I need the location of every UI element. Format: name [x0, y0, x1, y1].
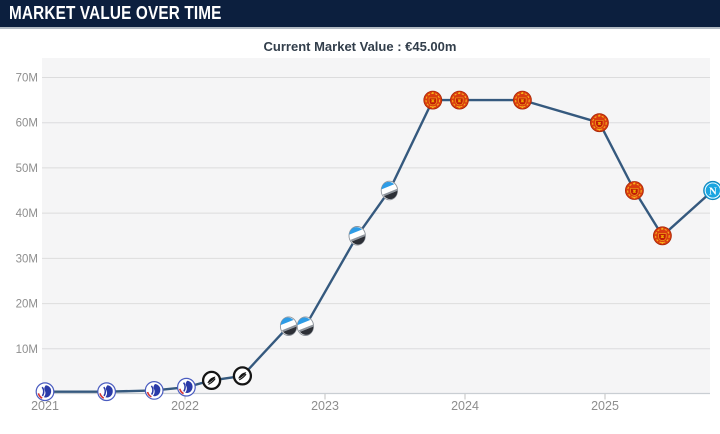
widget-header: MARKET VALUE OVER TIME: [0, 0, 720, 29]
fc-copenhagen-crest-icon[interactable]: [97, 382, 116, 402]
fc-copenhagen-crest-icon[interactable]: [35, 382, 55, 402]
man-united-crest-icon[interactable]: [513, 90, 532, 110]
man-united-crest-icon[interactable]: [625, 181, 644, 200]
widget-title: MARKET VALUE OVER TIME: [9, 3, 222, 23]
man-united-crest-icon[interactable]: [423, 90, 443, 110]
sturm-graz-crest-icon[interactable]: [201, 370, 222, 391]
fc-copenhagen-crest-icon[interactable]: [144, 380, 164, 400]
man-united-crest-icon[interactable]: [590, 113, 609, 133]
y-axis-label: 60M: [16, 118, 38, 130]
current-market-value-text: Current Market Value : €45.00m: [263, 39, 457, 54]
x-axis-label: 2021: [31, 399, 59, 413]
y-axis-label: 30M: [16, 253, 38, 265]
current-market-value-caption: Current Market Value : €45.00m: [0, 39, 720, 54]
x-axis-label: 2024: [451, 399, 479, 413]
plot-area: [42, 58, 710, 394]
y-axis-label: 70M: [16, 73, 38, 85]
y-axis-label: 40M: [16, 208, 38, 220]
fc-copenhagen-crest-icon[interactable]: [176, 377, 196, 397]
y-axis-label: 10M: [16, 344, 38, 356]
y-axis-label: 20M: [16, 299, 38, 311]
x-axis-label: 2022: [171, 399, 199, 413]
x-axis-label: 2025: [591, 399, 619, 413]
man-united-crest-icon[interactable]: [653, 226, 672, 246]
sturm-graz-crest-icon[interactable]: [232, 366, 253, 386]
atalanta-crest-icon[interactable]: [342, 221, 373, 252]
napoli-crest-icon[interactable]: N: [703, 180, 720, 201]
y-axis-label: 50M: [16, 163, 38, 175]
svg-text:N: N: [709, 185, 717, 197]
man-united-crest-icon[interactable]: [449, 90, 469, 110]
x-axis-label: 2023: [311, 399, 339, 413]
